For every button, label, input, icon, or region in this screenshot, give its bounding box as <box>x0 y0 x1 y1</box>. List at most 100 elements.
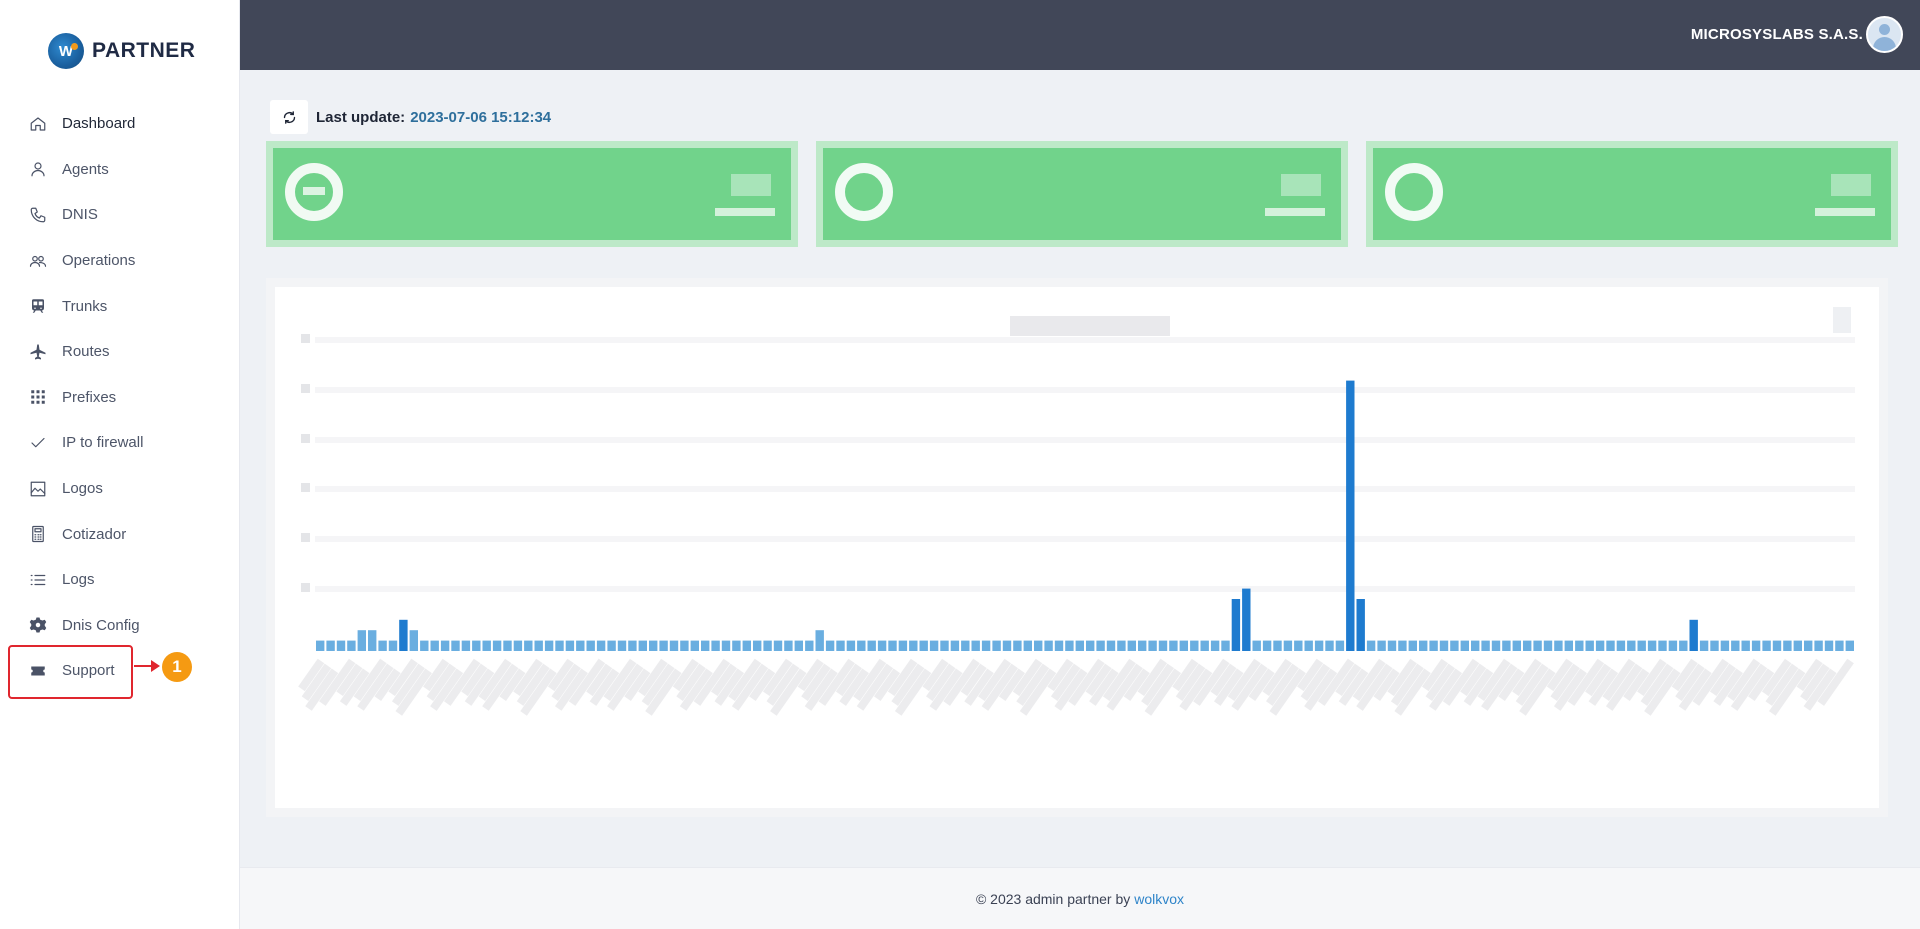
chart-bar[interactable] <box>1772 640 1782 651</box>
chart-bar[interactable] <box>898 640 908 651</box>
chart-bar[interactable] <box>565 640 575 651</box>
chart-bar[interactable] <box>1419 640 1428 651</box>
chart-bar[interactable] <box>815 630 824 651</box>
chart-bar[interactable] <box>513 640 523 651</box>
chart-bar[interactable] <box>1481 640 1490 651</box>
chart-bar[interactable] <box>1023 640 1032 651</box>
chart-bar[interactable] <box>1034 640 1043 651</box>
chart-bar[interactable] <box>773 640 783 651</box>
chart-bar[interactable] <box>1127 640 1136 651</box>
chart-bar[interactable] <box>440 640 450 651</box>
chart-bar[interactable] <box>1054 640 1064 651</box>
sidebar-item-operations[interactable]: Operations <box>0 238 240 284</box>
chart-bar[interactable] <box>888 640 897 651</box>
chart-bar[interactable] <box>794 640 803 651</box>
chart-bar[interactable] <box>721 640 731 651</box>
chart-bar[interactable] <box>1242 588 1251 651</box>
brand[interactable]: W PARTNER <box>48 33 195 69</box>
chart-bar[interactable] <box>326 640 335 651</box>
chart-bar[interactable] <box>1283 640 1293 651</box>
chart-bar[interactable] <box>867 640 876 651</box>
chart-bar[interactable] <box>1294 640 1303 651</box>
chart-bar[interactable] <box>1408 640 1417 651</box>
sidebar-item-dnis[interactable]: DNIS <box>0 192 240 238</box>
chart-bar[interactable] <box>1491 640 1501 651</box>
chart-bar[interactable] <box>388 640 398 651</box>
chart-bar[interactable] <box>1429 640 1438 651</box>
sidebar-item-trunks[interactable]: Trunks <box>0 283 240 329</box>
chart-bar[interactable] <box>961 640 970 651</box>
chart-bar[interactable] <box>399 619 408 651</box>
chart-bar[interactable] <box>742 640 751 651</box>
chart-bar[interactable] <box>1647 640 1657 651</box>
chart-bar[interactable] <box>1221 640 1230 651</box>
sidebar-item-support[interactable]: Support <box>0 648 240 694</box>
chart-bar[interactable] <box>950 640 960 651</box>
chart-bar[interactable] <box>992 640 1001 651</box>
chart-bar[interactable] <box>1387 640 1397 651</box>
stat-card-2[interactable] <box>816 141 1348 247</box>
chart-bar[interactable] <box>1606 640 1615 651</box>
chart-bar[interactable] <box>1065 640 1074 651</box>
chart-bar[interactable] <box>753 640 762 651</box>
chart-bar[interactable] <box>1013 640 1022 651</box>
sidebar-item-prefixes[interactable]: Prefixes <box>0 375 240 421</box>
chart-bar[interactable] <box>1741 640 1750 651</box>
chart-bar[interactable] <box>482 640 491 651</box>
chart-bar[interactable] <box>1533 640 1542 651</box>
chart-bar[interactable] <box>628 640 637 651</box>
chart-bar[interactable] <box>1824 640 1834 651</box>
chart-bar[interactable] <box>1710 640 1719 651</box>
chart-bar[interactable] <box>503 640 512 651</box>
chart-bar[interactable] <box>1471 640 1480 651</box>
chart-bar[interactable] <box>1044 640 1053 651</box>
chart-bar[interactable] <box>1637 640 1646 651</box>
chart-bar[interactable] <box>1731 640 1740 651</box>
chart-bar[interactable] <box>940 640 949 651</box>
chart-bar[interactable] <box>1814 640 1823 651</box>
chart-bar[interactable] <box>1679 640 1688 651</box>
sidebar-item-agents[interactable]: Agents <box>0 147 240 193</box>
chart-bar[interactable] <box>607 640 616 651</box>
chart-bar[interactable] <box>347 640 356 651</box>
chart-bar[interactable] <box>638 640 647 651</box>
chart-bar[interactable] <box>1002 640 1012 651</box>
chart-bar[interactable] <box>1273 640 1282 651</box>
chart-bar[interactable] <box>1460 640 1469 651</box>
chart-bar[interactable] <box>1627 640 1636 651</box>
chart-bar[interactable] <box>1231 599 1241 651</box>
chart-bar[interactable] <box>555 640 564 651</box>
chart-bar[interactable] <box>1356 599 1365 651</box>
chart-bar[interactable] <box>1575 640 1584 651</box>
chart-bar[interactable] <box>1512 640 1521 651</box>
chart-bar[interactable] <box>472 640 481 651</box>
chart-bar[interactable] <box>1616 640 1626 651</box>
chart-bar[interactable] <box>1314 640 1324 651</box>
chart-bar[interactable] <box>1439 640 1449 651</box>
chart-bar[interactable] <box>1106 640 1116 651</box>
sidebar-item-dashboard[interactable]: Dashboard <box>0 101 240 147</box>
chart-bar[interactable] <box>1835 640 1844 651</box>
chart-bar[interactable] <box>1658 640 1667 651</box>
chart-bar[interactable] <box>1377 640 1386 651</box>
footer-link[interactable]: wolkvox <box>1134 890 1185 907</box>
chart-bar[interactable] <box>805 640 814 651</box>
user-avatar[interactable] <box>1866 16 1903 53</box>
chart-bar[interactable] <box>1450 640 1459 651</box>
chart-bar[interactable] <box>1210 640 1220 651</box>
chart-bar[interactable] <box>378 640 387 651</box>
sidebar-item-logs[interactable]: Logs <box>0 557 240 603</box>
stat-card-1[interactable] <box>266 141 798 247</box>
chart-bar[interactable] <box>1179 640 1188 651</box>
chart-bar[interactable] <box>430 640 439 651</box>
chart-bar[interactable] <box>1252 640 1261 651</box>
chart-bar[interactable] <box>1564 640 1573 651</box>
chart-bar[interactable] <box>1335 640 1345 651</box>
chart-bar[interactable] <box>1075 640 1084 651</box>
chart-bar[interactable] <box>1793 640 1802 651</box>
chart-bar[interactable] <box>1190 640 1199 651</box>
chart-bar[interactable] <box>981 640 991 651</box>
chart-bar[interactable] <box>1086 640 1095 651</box>
chart-bar[interactable] <box>492 640 502 651</box>
chart-bar[interactable] <box>1346 380 1355 651</box>
